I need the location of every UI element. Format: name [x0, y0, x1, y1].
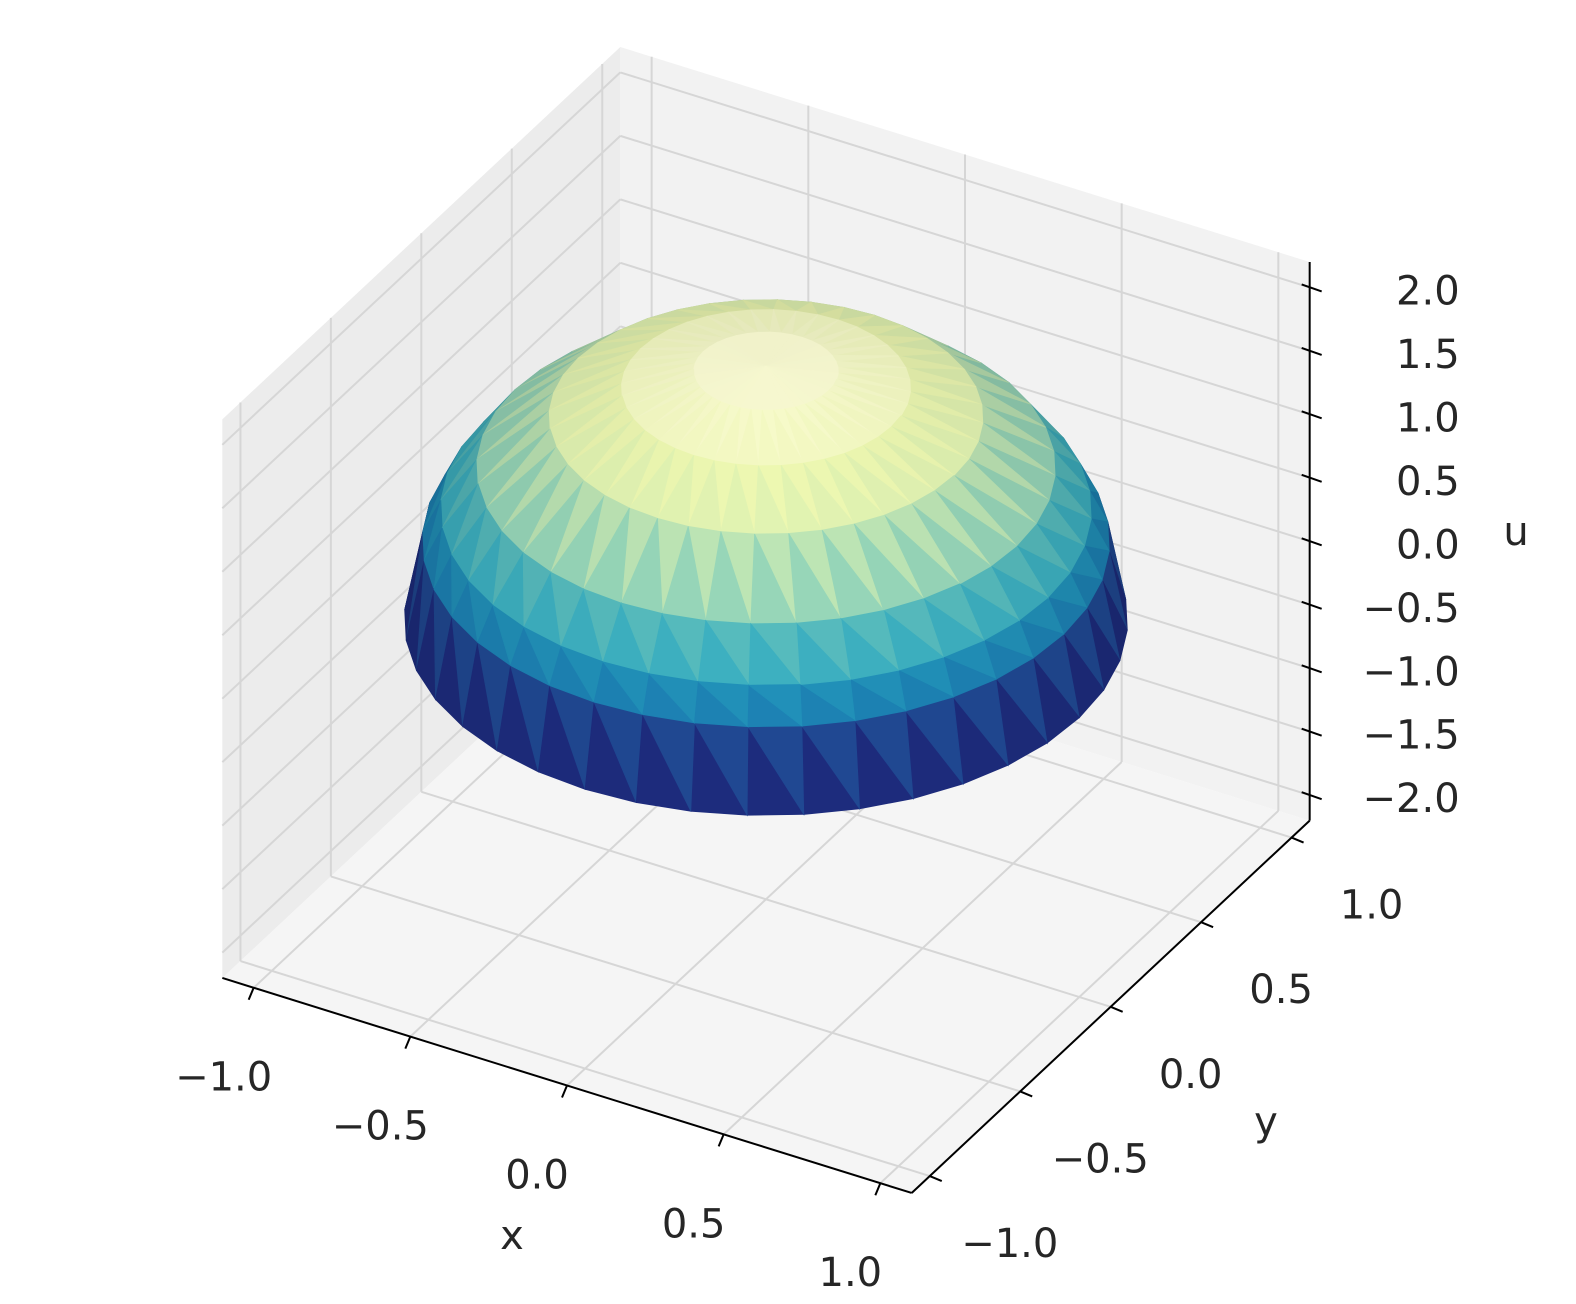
x-tick-label: 1.0	[819, 1250, 883, 1296]
grid-line	[620, 71, 1310, 289]
y-axis-title: y	[1254, 1099, 1278, 1145]
grid-line	[421, 790, 1111, 1008]
grid-line	[240, 960, 931, 1178]
grid-line	[221, 262, 622, 636]
surface	[404, 299, 1128, 817]
z-tick	[1301, 600, 1322, 610]
z-tick	[1301, 664, 1322, 674]
y-tick	[1200, 921, 1214, 929]
y-tick-label: 0.0	[1159, 1052, 1223, 1098]
z-tick-label: 0.0	[1396, 522, 1460, 568]
z-tick-label: −1.0	[1363, 649, 1460, 695]
y-tick-label: −1.0	[961, 1221, 1058, 1267]
x-tick	[404, 1036, 412, 1049]
z-tick	[1301, 473, 1322, 483]
grid-line	[221, 135, 622, 509]
grid-line	[620, 134, 1310, 352]
z-tick-label: −0.5	[1363, 586, 1460, 632]
z-tick-label: 2.0	[1396, 268, 1460, 314]
z-axis-title: u	[1503, 509, 1528, 555]
z-tick	[1301, 791, 1322, 801]
x-tick-label: 0.0	[505, 1152, 569, 1198]
z-tick-label: −2.0	[1363, 776, 1460, 822]
grid-line	[620, 198, 1310, 416]
grid-line	[221, 71, 622, 446]
y-tick	[1291, 836, 1304, 844]
y-axis	[910, 819, 1311, 1194]
x-tick	[717, 1133, 725, 1147]
x-axis-title: x	[500, 1213, 524, 1259]
grid-line	[221, 198, 622, 573]
y-tick	[1019, 1090, 1033, 1098]
x-tick	[874, 1182, 882, 1196]
y-tick-label: 1.0	[1340, 883, 1404, 929]
z-tick	[1301, 537, 1322, 547]
axes	[222, 262, 1322, 1196]
y-tick	[929, 1175, 943, 1182]
z-tick	[1301, 727, 1322, 737]
x-tick	[247, 987, 255, 1001]
y-tick-label: −0.5	[1052, 1136, 1149, 1182]
z-tick	[1301, 283, 1322, 293]
z-tick-label: 0.5	[1396, 459, 1460, 505]
x-tick	[561, 1085, 568, 1098]
z-tick	[1301, 410, 1322, 420]
x-tick-label: 0.5	[662, 1201, 726, 1247]
x-tick-label: −1.0	[175, 1055, 272, 1101]
z-tick-label: 1.5	[1396, 332, 1460, 378]
z-tick-label: −1.5	[1363, 713, 1460, 759]
z-tick-label: 1.0	[1396, 395, 1460, 441]
z-tick	[1301, 346, 1322, 356]
labels: x y u −1.0−0.50.00.51.0−1.0−0.50.00.51.0…	[175, 268, 1529, 1296]
y-tick-label: 0.5	[1249, 967, 1313, 1013]
x-axis	[222, 977, 912, 1194]
x-tick-label: −0.5	[332, 1104, 429, 1150]
grid-line	[330, 875, 1021, 1093]
surface-facet	[747, 684, 803, 727]
y-tick	[1110, 1005, 1124, 1013]
